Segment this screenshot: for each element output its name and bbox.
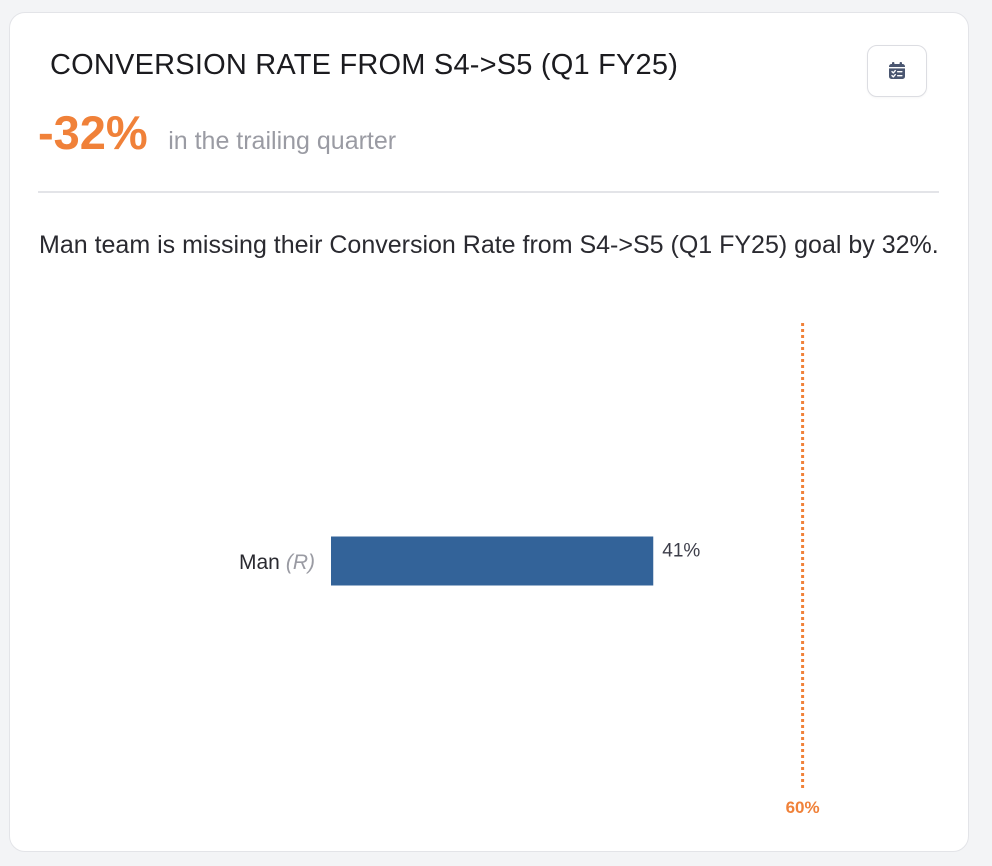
target-label: 60% bbox=[786, 798, 820, 817]
card-title: CONVERSION RATE FROM S4->S5 (Q1 FY25) bbox=[50, 49, 679, 81]
divider bbox=[38, 191, 939, 193]
bar-chart: Man (R) 41% 60% bbox=[239, 323, 820, 817]
metric-card: CONVERSION RATE FROM S4->S5 (Q1 FY25) -3… bbox=[9, 12, 969, 852]
kpi-caption: in the trailing quarter bbox=[168, 127, 397, 155]
value-label: 41% bbox=[662, 541, 700, 562]
calendar-button[interactable] bbox=[867, 45, 927, 97]
category-tag: (R) bbox=[286, 551, 315, 574]
kpi-row: -32% in the trailing quarter bbox=[38, 105, 396, 160]
summary-text: Man team is missing their Conversion Rat… bbox=[39, 231, 939, 259]
kpi-value: -32% bbox=[38, 106, 148, 159]
chart-layer: Man (R) 41% 60% bbox=[239, 323, 820, 817]
category-name: Man bbox=[239, 551, 280, 574]
calendar-checklist-icon bbox=[889, 62, 905, 79]
bar-man[interactable] bbox=[331, 536, 654, 586]
category-label: Man (R) bbox=[239, 551, 315, 574]
